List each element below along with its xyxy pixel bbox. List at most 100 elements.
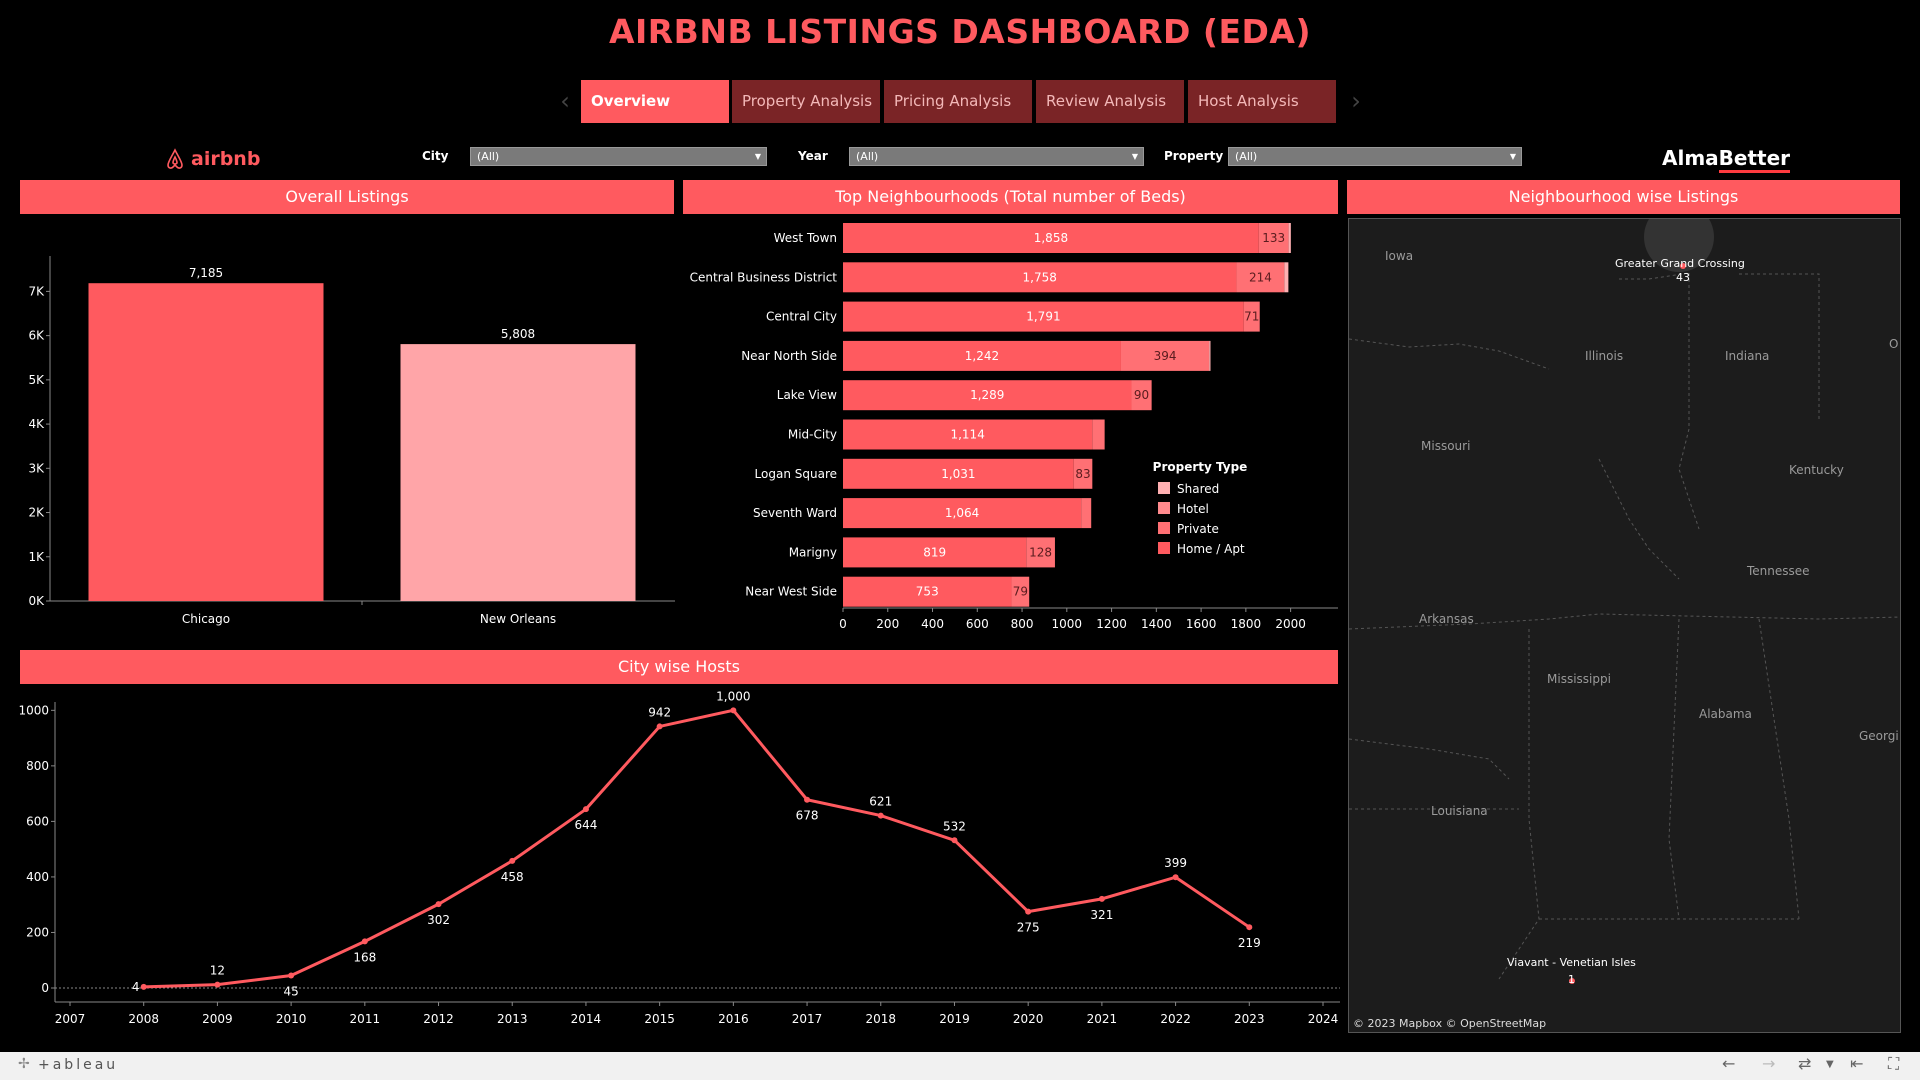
bar-home-apt-value: 1,858 xyxy=(1034,231,1068,245)
y-tick-label: 3K xyxy=(28,461,45,475)
fullscreen-icon[interactable]: ⛶ xyxy=(1888,1054,1900,1073)
x-tick-label: 2019 xyxy=(939,1012,970,1026)
y-tick-label: 0K xyxy=(28,594,45,608)
legend-swatch xyxy=(1158,482,1170,494)
tableau-logo: +ableau xyxy=(38,1057,119,1073)
year-filter-select[interactable]: (All) ▼ xyxy=(849,147,1144,166)
revert-icon[interactable]: ⇄ xyxy=(1798,1054,1812,1073)
bar-private xyxy=(1131,380,1152,411)
bar-new-orleans xyxy=(400,344,636,601)
x-tick-label: 1800 xyxy=(1231,617,1262,631)
map-point-count: 1 xyxy=(1568,973,1575,986)
city-filter-label: City xyxy=(422,149,449,163)
y-tick-label: 1K xyxy=(28,550,45,564)
x-tick-label: 2000 xyxy=(1275,617,1306,631)
neighbourhood-label: Logan Square xyxy=(755,467,837,481)
legend-item: Private xyxy=(1177,522,1219,536)
x-tick-label: 1400 xyxy=(1141,617,1172,631)
tab-overview[interactable]: Overview xyxy=(581,80,729,123)
chevron-down-icon: ▼ xyxy=(1509,152,1516,161)
hosts-point-label: 942 xyxy=(648,705,671,719)
y-tick-label: 800 xyxy=(26,759,49,773)
x-tick-label: 2009 xyxy=(202,1012,233,1026)
top-neighbourhoods-header: Top Neighbourhoods (Total number of Beds… xyxy=(683,180,1338,214)
bar-value-label: 7,185 xyxy=(189,266,223,280)
hosts-point-label: 12 xyxy=(210,964,225,978)
tab-property-analysis[interactable]: Property Analysis xyxy=(732,80,880,123)
reset-icon[interactable]: ⇤ xyxy=(1850,1054,1864,1073)
bar-home-apt xyxy=(843,380,1132,411)
bar-home-apt xyxy=(843,537,1027,568)
x-tick-label: 600 xyxy=(966,617,989,631)
hosts-point xyxy=(214,981,221,988)
map-point-new-orleans[interactable] xyxy=(1569,978,1575,984)
x-tick-label: 0 xyxy=(839,617,847,631)
neighbourhood-label: Near North Side xyxy=(741,349,837,363)
city-filter-select[interactable]: (All) ▼ xyxy=(470,147,767,166)
revert-dropdown-icon[interactable]: ▼ xyxy=(1826,1059,1834,1070)
city-wise-hosts-header: City wise Hosts xyxy=(20,650,1338,684)
bar-home-apt xyxy=(843,458,1074,489)
map-state-label: Mississippi xyxy=(1547,672,1611,686)
x-tick-label: 200 xyxy=(876,617,899,631)
map-point-label: Greater Grand Crossing xyxy=(1615,257,1745,270)
bar-home-apt xyxy=(843,223,1259,253)
y-tick-label: 5K xyxy=(28,373,45,387)
map-state-label: Missouri xyxy=(1421,439,1471,453)
hosts-point xyxy=(1025,908,1032,915)
x-tick-label: 2017 xyxy=(792,1012,823,1026)
bar-private-value: 394 xyxy=(1154,349,1177,363)
hosts-point xyxy=(656,723,663,730)
y-tick-label: 200 xyxy=(26,925,49,939)
bar-home-apt-value: 1,031 xyxy=(941,467,975,481)
x-category-label: New Orleans xyxy=(480,612,556,626)
dashboard-title: AIRBNB LISTINGS DASHBOARD (EDA) xyxy=(608,12,1312,51)
tableau-footer xyxy=(0,1052,1920,1080)
x-tick-label: 2023 xyxy=(1234,1012,1265,1026)
neighbourhood-map-header: Neighbourhood wise Listings xyxy=(1347,180,1900,214)
hosts-point xyxy=(288,972,295,979)
x-tick-label: 2012 xyxy=(423,1012,454,1026)
legend-title: Property Type xyxy=(1153,460,1248,474)
map-point-chicago[interactable] xyxy=(1680,263,1686,269)
tab-review-analysis[interactable]: Review Analysis xyxy=(1036,80,1184,123)
bar-home-apt-value: 819 xyxy=(923,545,946,559)
y-tick-label: 0 xyxy=(41,981,49,995)
tab-next-arrow-icon[interactable]: › xyxy=(1351,87,1361,115)
hosts-point xyxy=(877,812,884,819)
tab-host-analysis[interactable]: Host Analysis xyxy=(1188,80,1336,123)
legend-swatch xyxy=(1158,542,1170,554)
x-tick-label: 2011 xyxy=(350,1012,381,1026)
neighbourhood-map[interactable]: Iowa Illinois Indiana Missouri Kentucky Tenne… xyxy=(1348,218,1901,1033)
bar-private-value: 79 xyxy=(1013,585,1028,599)
legend-item: Hotel xyxy=(1177,502,1209,516)
map-state-label: Illinois xyxy=(1585,349,1624,363)
property-filter-label: Property xyxy=(1164,149,1224,163)
airbnb-wordmark: airbnb xyxy=(191,148,261,170)
map-point-label: Viavant - Venetian Isles xyxy=(1507,956,1636,969)
neighbourhood-label: Near West Side xyxy=(745,585,837,599)
tab-prev-arrow-icon[interactable]: ‹ xyxy=(560,87,570,115)
hosts-point xyxy=(730,707,737,714)
neighbourhood-label: Central City xyxy=(766,310,837,324)
property-filter-select[interactable]: (All) ▼ xyxy=(1228,147,1522,166)
x-tick-label: 1600 xyxy=(1186,617,1217,631)
airbnb-logo: airbnb xyxy=(163,145,260,173)
bar-home-apt-value: 1,758 xyxy=(1023,270,1057,284)
x-tick-label: 2013 xyxy=(497,1012,528,1026)
bar-home-apt-value: 753 xyxy=(916,585,939,599)
airbnb-icon xyxy=(167,148,183,169)
hosts-point-label: 275 xyxy=(1017,921,1040,935)
map-state-label: Arkansas xyxy=(1419,612,1474,626)
redo-icon[interactable]: → xyxy=(1762,1054,1776,1073)
bar-private xyxy=(1258,223,1289,253)
bar-private-value: 133 xyxy=(1262,231,1285,245)
bar-private xyxy=(1011,576,1030,607)
hosts-point xyxy=(582,806,589,813)
bar-home-apt xyxy=(843,419,1093,450)
hosts-point xyxy=(804,796,811,803)
bar-home-apt xyxy=(843,262,1237,293)
neighbourhood-label: Seventh Ward xyxy=(753,506,837,520)
undo-icon[interactable]: ← xyxy=(1722,1054,1736,1073)
tab-pricing-analysis[interactable]: Pricing Analysis xyxy=(884,80,1032,123)
